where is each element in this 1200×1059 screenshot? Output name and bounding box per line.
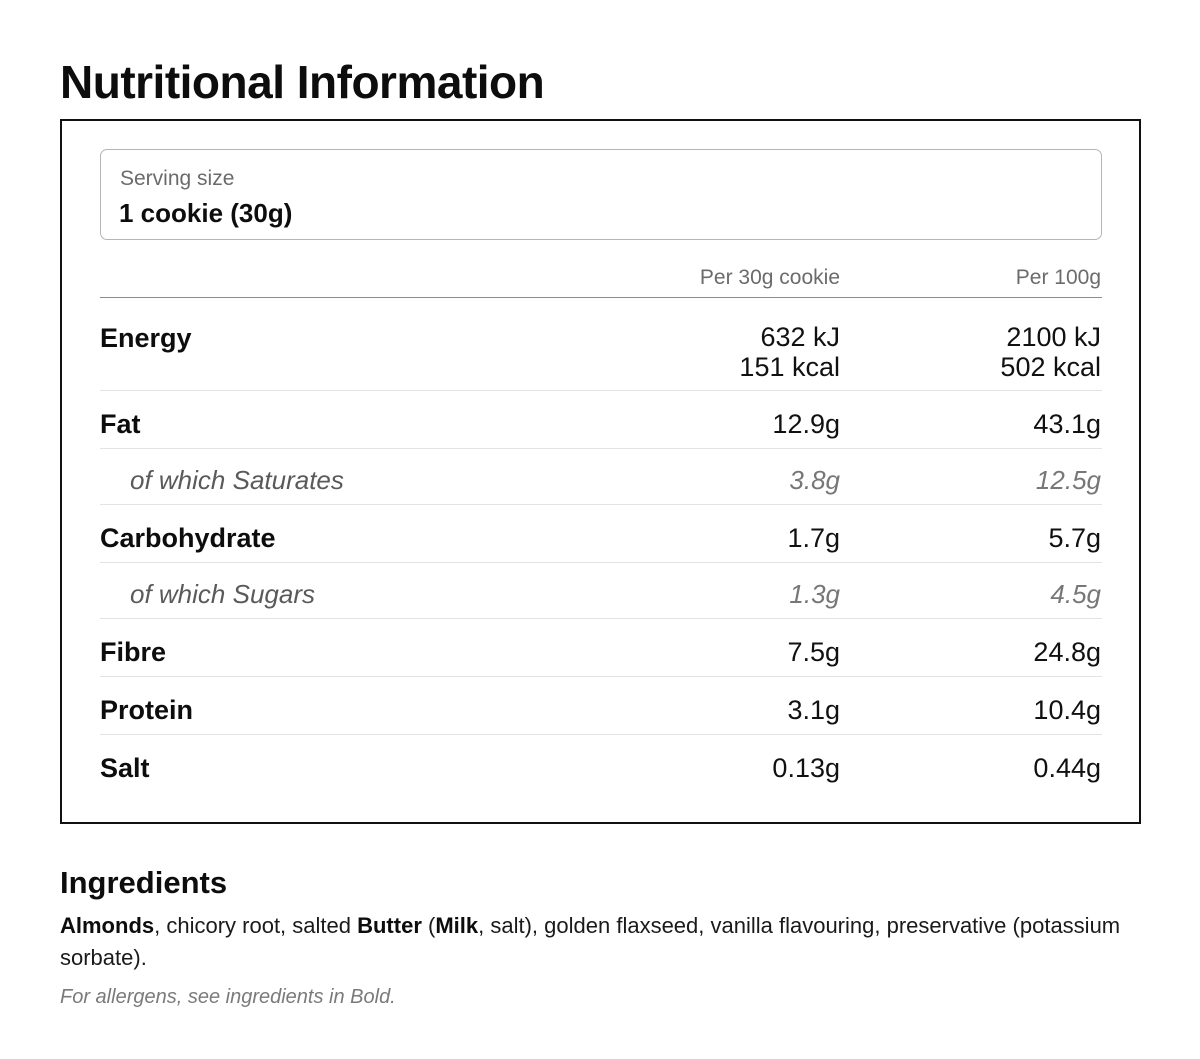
ingredients-list: Almonds, chicory root, salted Butter (Mi… <box>60 910 1140 974</box>
row-label: Carbohydrate <box>100 523 276 553</box>
cell-per-100g-kcal: 502 kcal <box>1000 352 1101 382</box>
cell-per-100g: 0.44g <box>1033 753 1101 783</box>
table-row-sugars: of which Sugars 1.3g 4.5g <box>100 563 1102 619</box>
ingredient-text: , salt), golden flaxseed, vanilla flavou… <box>60 913 1121 970</box>
table-row-protein: Protein 3.1g 10.4g <box>100 677 1102 735</box>
row-label: of which Saturates <box>130 465 344 495</box>
cell-per-100g: 10.4g <box>1033 695 1101 725</box>
serving-size-label: Serving size <box>120 167 235 190</box>
nutrition-table-panel: Serving size 1 cookie (30g) Per 30g cook… <box>60 119 1141 824</box>
cell-per-serving: 12.9g <box>772 409 840 439</box>
table-row-carbohydrate: Carbohydrate 1.7g 5.7g <box>100 505 1102 563</box>
cell-per-100g: 43.1g <box>1033 409 1101 439</box>
row-label: Energy <box>100 323 192 353</box>
cell-per-100g: 4.5g <box>1050 579 1101 609</box>
cell-per-serving: 3.1g <box>787 695 840 725</box>
page-title: Nutritional Information <box>60 56 545 108</box>
ingredient-allergen: Almonds <box>60 913 155 938</box>
row-label: Fibre <box>100 637 167 667</box>
table-header: Per 30g cookie Per 100g <box>100 264 1102 298</box>
ingredient-allergen: Milk <box>435 913 479 938</box>
table-row-fibre: Fibre 7.5g 24.8g <box>100 619 1102 677</box>
nutrition-rows: Energy 632 kJ 151 kcal 2100 kJ 502 kcal … <box>100 299 1102 793</box>
table-row-energy: Energy 632 kJ 151 kcal 2100 kJ 502 kcal <box>100 299 1102 391</box>
serving-size-value: 1 cookie (30g) <box>119 198 293 228</box>
cell-per-serving: 7.5g <box>787 637 840 667</box>
ingredient-text: , chicory root, salted <box>154 913 358 938</box>
row-label: of which Sugars <box>130 579 315 609</box>
cell-per-100g: 2100 kJ <box>1006 322 1101 352</box>
cell-per-100g: 12.5g <box>1035 465 1101 495</box>
cell-per-serving-kcal: 151 kcal <box>739 352 840 382</box>
ingredient-text: ( <box>421 913 436 938</box>
column-header-per-serving: Per 30g cookie <box>699 266 840 289</box>
table-row-salt: Salt 0.13g 0.44g <box>100 735 1102 793</box>
ingredients-heading: Ingredients <box>60 865 228 900</box>
cell-per-serving: 3.8g <box>789 465 840 495</box>
serving-size-box: Serving size 1 cookie (30g) <box>100 149 1102 240</box>
column-header-per-100g: Per 100g <box>1015 266 1101 289</box>
cell-per-serving: 632 kJ <box>760 322 840 352</box>
row-label: Salt <box>100 753 150 783</box>
ingredient-allergen: Butter <box>357 913 422 938</box>
table-row-fat: Fat 12.9g 43.1g <box>100 391 1102 449</box>
row-label: Fat <box>100 409 141 439</box>
cell-per-serving: 1.3g <box>789 579 840 609</box>
cell-per-serving: 0.13g <box>772 753 840 783</box>
allergen-note: For allergens, see ingredients in Bold. <box>60 986 396 1008</box>
row-label: Protein <box>100 695 194 725</box>
cell-per-100g: 5.7g <box>1048 523 1101 553</box>
cell-per-serving: 1.7g <box>787 523 840 553</box>
cell-per-100g: 24.8g <box>1033 637 1101 667</box>
table-row-saturates: of which Saturates 3.8g 12.5g <box>100 449 1102 505</box>
